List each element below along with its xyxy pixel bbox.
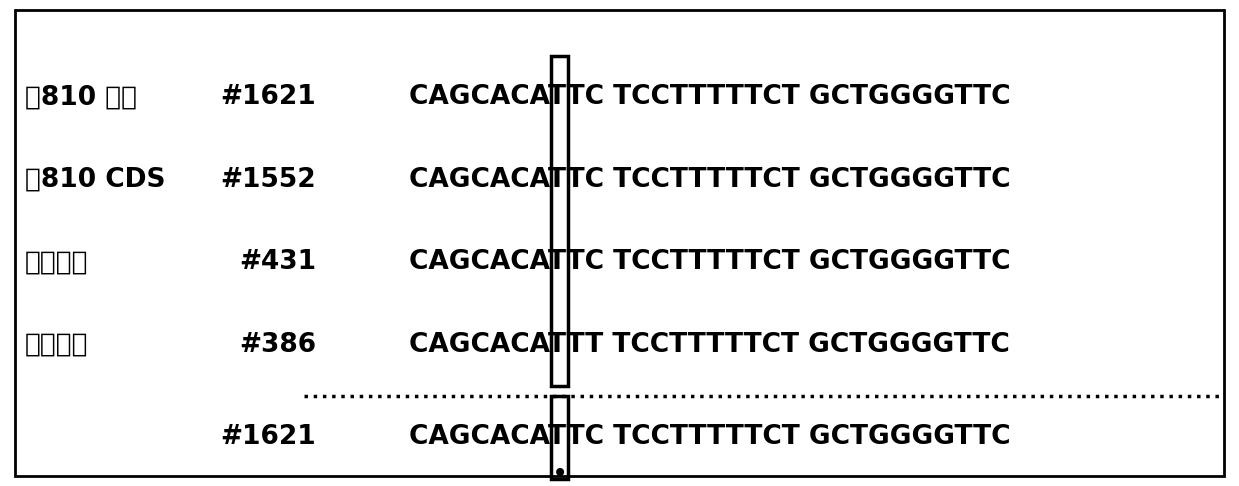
Text: 图810 全长: 图810 全长	[25, 84, 136, 110]
Text: #1621: #1621	[221, 424, 316, 451]
Text: 图野生型: 图野生型	[25, 249, 88, 276]
Text: 图突变型: 图突变型	[25, 332, 88, 358]
Text: CAGCACATTC TCCTTTTTCT GCTGGGGTTC: CAGCACATTC TCCTTTTTCT GCTGGGGTTC	[409, 249, 1010, 276]
Text: #1552: #1552	[221, 167, 316, 193]
Bar	[551, 56, 567, 386]
Text: •: •	[551, 460, 567, 486]
Bar	[551, 396, 567, 479]
Text: CAGCACATTC TCCTTTTTCT GCTGGGGTTC: CAGCACATTC TCCTTTTTCT GCTGGGGTTC	[409, 167, 1010, 193]
Text: CAGCACATTC TCCTTTTTCT GCTGGGGTTC: CAGCACATTC TCCTTTTTCT GCTGGGGTTC	[409, 84, 1010, 110]
Text: #431: #431	[239, 249, 316, 276]
Text: #386: #386	[239, 332, 316, 358]
Text: #1621: #1621	[221, 84, 316, 110]
Text: CAGCACATTC TCCTTTTTCT GCTGGGGTTC: CAGCACATTC TCCTTTTTCT GCTGGGGTTC	[409, 424, 1010, 451]
Text: 图810 CDS: 图810 CDS	[25, 167, 165, 193]
Text: CAGCACATTT TCCTTTTTCT GCTGGGGTTC: CAGCACATTT TCCTTTTTCT GCTGGGGTTC	[409, 332, 1010, 358]
